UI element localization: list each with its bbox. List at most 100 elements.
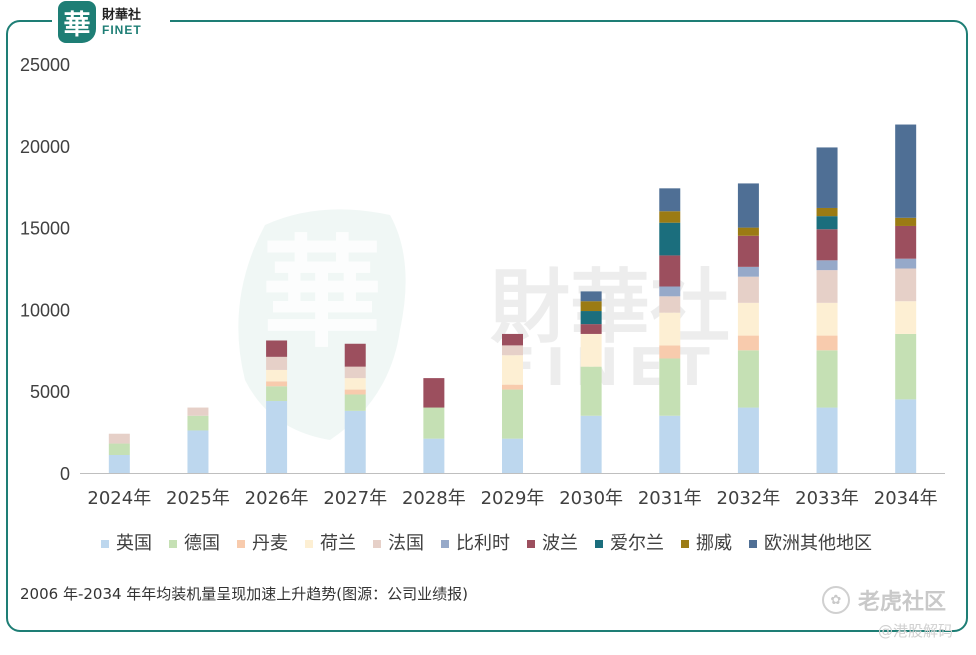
bar-segment [816,407,838,473]
bar-segment [816,302,838,336]
legend-swatch [101,540,109,548]
legend-label: 比利时 [456,533,510,554]
bar-segment [580,311,602,325]
bar-segment [266,356,288,370]
legend-swatch [527,540,535,548]
bar-segment [266,340,288,357]
bar-segment [659,188,681,212]
legend-swatch [305,540,313,548]
bar-segment [737,302,759,336]
bar-segment [502,355,523,385]
bar-segment [895,399,917,473]
bar-segment [737,276,759,303]
legend-swatch [749,540,757,548]
x-tick-label: 2027年 [323,488,387,509]
bar-segment [737,235,759,267]
bar-segment [423,438,445,473]
bar-segment [816,207,838,217]
watermark-cn-text: 財華社 [490,261,730,354]
bar-segment [266,381,288,387]
bar-segment [737,183,759,228]
figure-caption: 2006 年-2034 年年均装机量呈现加速上升趋势(图源：公司业绩报) [20,585,469,603]
bar-segment [344,378,366,390]
bar-segment [737,407,759,473]
bar-segment [895,301,917,334]
x-tick-label: 2030年 [559,488,623,509]
legend-label: 挪威 [696,533,732,554]
bar-segment [266,369,288,382]
bar-segment [502,389,523,439]
bar-segment [737,335,759,351]
bar-segment [266,401,288,473]
bar-segment [895,124,917,218]
bar-segment [659,222,681,256]
bar-segment [659,211,681,223]
bar-segment [108,443,130,456]
bar-segment [187,415,209,431]
bar-segment [580,415,602,473]
bar-segment [895,268,917,302]
bar-segment [502,384,523,390]
y-tick-label: 5000 [30,382,70,402]
x-tick-label: 2032年 [717,488,781,509]
brand-mark-icon: 華 [58,1,96,43]
site-watermark: ✿ 老虎社区 [822,584,946,616]
bars-group [108,124,917,473]
legend-swatch [595,540,603,548]
bar-segment [344,389,366,395]
bar-segment [895,333,917,400]
bar-segment [580,333,602,367]
x-axis: 2024年 2025年 2026年 2027年 2028年 2029年 2030年 2031年… [87,488,937,509]
bar-segment [816,229,838,261]
legend-label: 波兰 [542,533,578,554]
legend-label: 法国 [388,533,424,554]
bar-segment [344,410,366,473]
chart-frame [6,20,968,632]
legend-label: 丹麦 [252,533,288,554]
x-tick-label: 2034年 [874,488,938,509]
site-watermark-text: 老虎社区 [858,590,947,615]
bar-segment [895,258,917,269]
bar-segment [423,378,445,408]
bar-segment [737,266,759,277]
bar-segment [895,225,917,259]
legend-swatch [441,540,449,548]
bar-segment [344,366,366,379]
y-axis: 0 5000 10000 15000 20000 25000 [20,55,70,484]
bar-segment [895,217,917,226]
bar-segment [816,147,838,208]
bar-segment [580,291,602,302]
bar-segment [659,312,681,346]
bar-segment [266,386,288,402]
legend-swatch [681,540,689,548]
bar-segment [659,286,681,297]
bar-segment [187,430,209,473]
tiger-logo-icon: ✿ [822,586,850,614]
bar-segment [344,394,366,411]
bar-segment [502,438,523,473]
bar-segment [580,366,602,416]
bar-segment [816,350,838,408]
bar-segment [659,358,681,416]
x-tick-label: 2028年 [402,488,466,509]
brand-logo: 華 財華社 FINET [52,0,170,44]
bar-segment [659,415,681,473]
legend-swatch [169,540,177,548]
y-tick-label: 25000 [20,55,70,75]
legend-label: 英国 [116,533,152,554]
bar-segment [580,301,602,312]
legend-label: 荷兰 [320,533,356,554]
legend-label: 德国 [184,533,220,554]
bar-segment [816,335,838,351]
legend: 英国 德国 丹麦 荷兰 法国 比利时 波兰 爱尔兰 挪威 欧洲其他地区 [101,533,872,554]
legend-swatch [237,540,245,548]
bar-segment [344,343,366,367]
legend-swatch [373,540,381,548]
bar-segment [816,260,838,271]
brand-name-en: FINET [102,22,142,37]
bar-segment [187,407,209,416]
legend-label: 欧洲其他地区 [764,533,872,554]
y-tick-label: 10000 [20,300,70,320]
x-tick-label: 2024年 [87,488,151,509]
